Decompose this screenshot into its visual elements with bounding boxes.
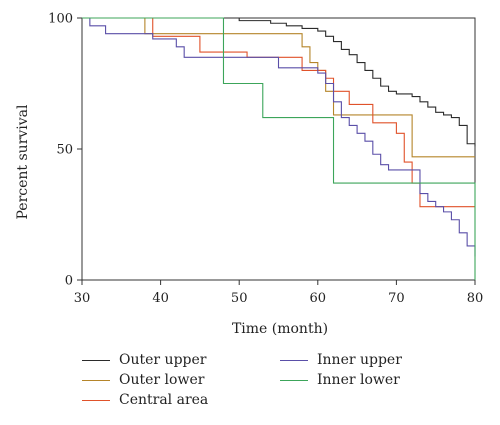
y-axis-label: Percent survival (15, 104, 31, 220)
legend-item-inner-lower: Inner lower (280, 370, 400, 390)
y-tick-label: 100 (48, 12, 73, 27)
legend: Outer upper Outer lower Central area Inner … (82, 350, 482, 420)
legend-item-inner-upper: Inner upper (280, 350, 402, 370)
x-tick-label: 80 (467, 291, 484, 306)
series-line-outer-upper (82, 17, 476, 147)
y-tick-label: 0 (65, 274, 73, 289)
y-axis: 0 50 100 (48, 12, 82, 289)
series-line-central-area (82, 17, 475, 208)
x-tick-label: 60 (310, 291, 327, 306)
x-tick-label: 30 (74, 291, 91, 306)
legend-item-outer-upper: Outer upper (82, 350, 206, 370)
legend-item-central-area: Central area (82, 390, 208, 410)
series-line-inner-lower (82, 17, 476, 280)
survival-chart: 0 50 100 30 40 50 60 70 80 Time (month) Percent… (15, 12, 484, 338)
series-layer (82, 17, 476, 280)
x-tick-label: 40 (152, 291, 169, 306)
legend-label: Central area (119, 392, 209, 408)
legend-label: Inner lower (317, 372, 400, 388)
legend-swatch (82, 399, 110, 401)
y-tick-label: 50 (56, 143, 73, 158)
series-line-inner-upper (82, 17, 476, 257)
series-line-outer-lower (82, 17, 475, 158)
x-axis-label: Time (month) (232, 321, 328, 337)
legend-label: Inner upper (317, 352, 402, 368)
legend-label: Outer lower (119, 372, 205, 388)
legend-swatch (280, 379, 308, 381)
x-tick-label: 50 (231, 291, 248, 306)
legend-label: Outer upper (119, 352, 207, 368)
legend-swatch (280, 359, 308, 361)
legend-swatch (82, 379, 110, 381)
legend-swatch (82, 359, 110, 361)
x-tick-label: 70 (388, 291, 405, 306)
x-axis: 30 40 50 60 70 80 (74, 280, 484, 306)
legend-item-outer-lower: Outer lower (82, 370, 204, 390)
